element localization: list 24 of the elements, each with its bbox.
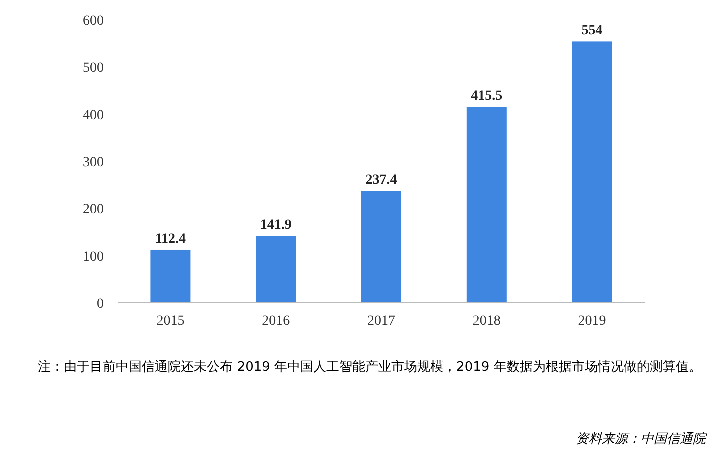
y-tick-label: 500 [83,61,104,76]
text: 注：由于目前中国信通院还未公布 2019 年中国人工智能产业市场规模，2019 年数据为根据市场情况做的测算值。 [37,359,703,377]
data-label: 237.4 [366,173,398,188]
x-tick-label: 2017 [368,314,396,329]
x-tick-label: 2016 [262,314,290,329]
bar [256,236,296,303]
x-tick-label: 2018 [472,314,501,329]
text: 资料来源：中国信通院 [576,431,706,448]
y-tick-label: 0 [97,297,104,312]
y-tick-label: 300 [83,156,104,170]
data-label: 554 [582,24,603,39]
data-label: 141.9 [260,218,292,234]
x-tick-label: 2015 [156,314,185,329]
y-tick-label: 200 [83,202,104,218]
bar [572,42,612,303]
y-tick-label: 100 [83,250,104,265]
y-tick-label: 400 [83,108,104,124]
data-label: 415.5 [471,89,503,104]
data-label: 112.4 [155,232,186,247]
bar [466,107,507,303]
bar [362,191,402,303]
y-tick-label: 600 [83,14,104,29]
x-tick-label: 2019 [578,314,606,329]
bar [150,250,191,303]
